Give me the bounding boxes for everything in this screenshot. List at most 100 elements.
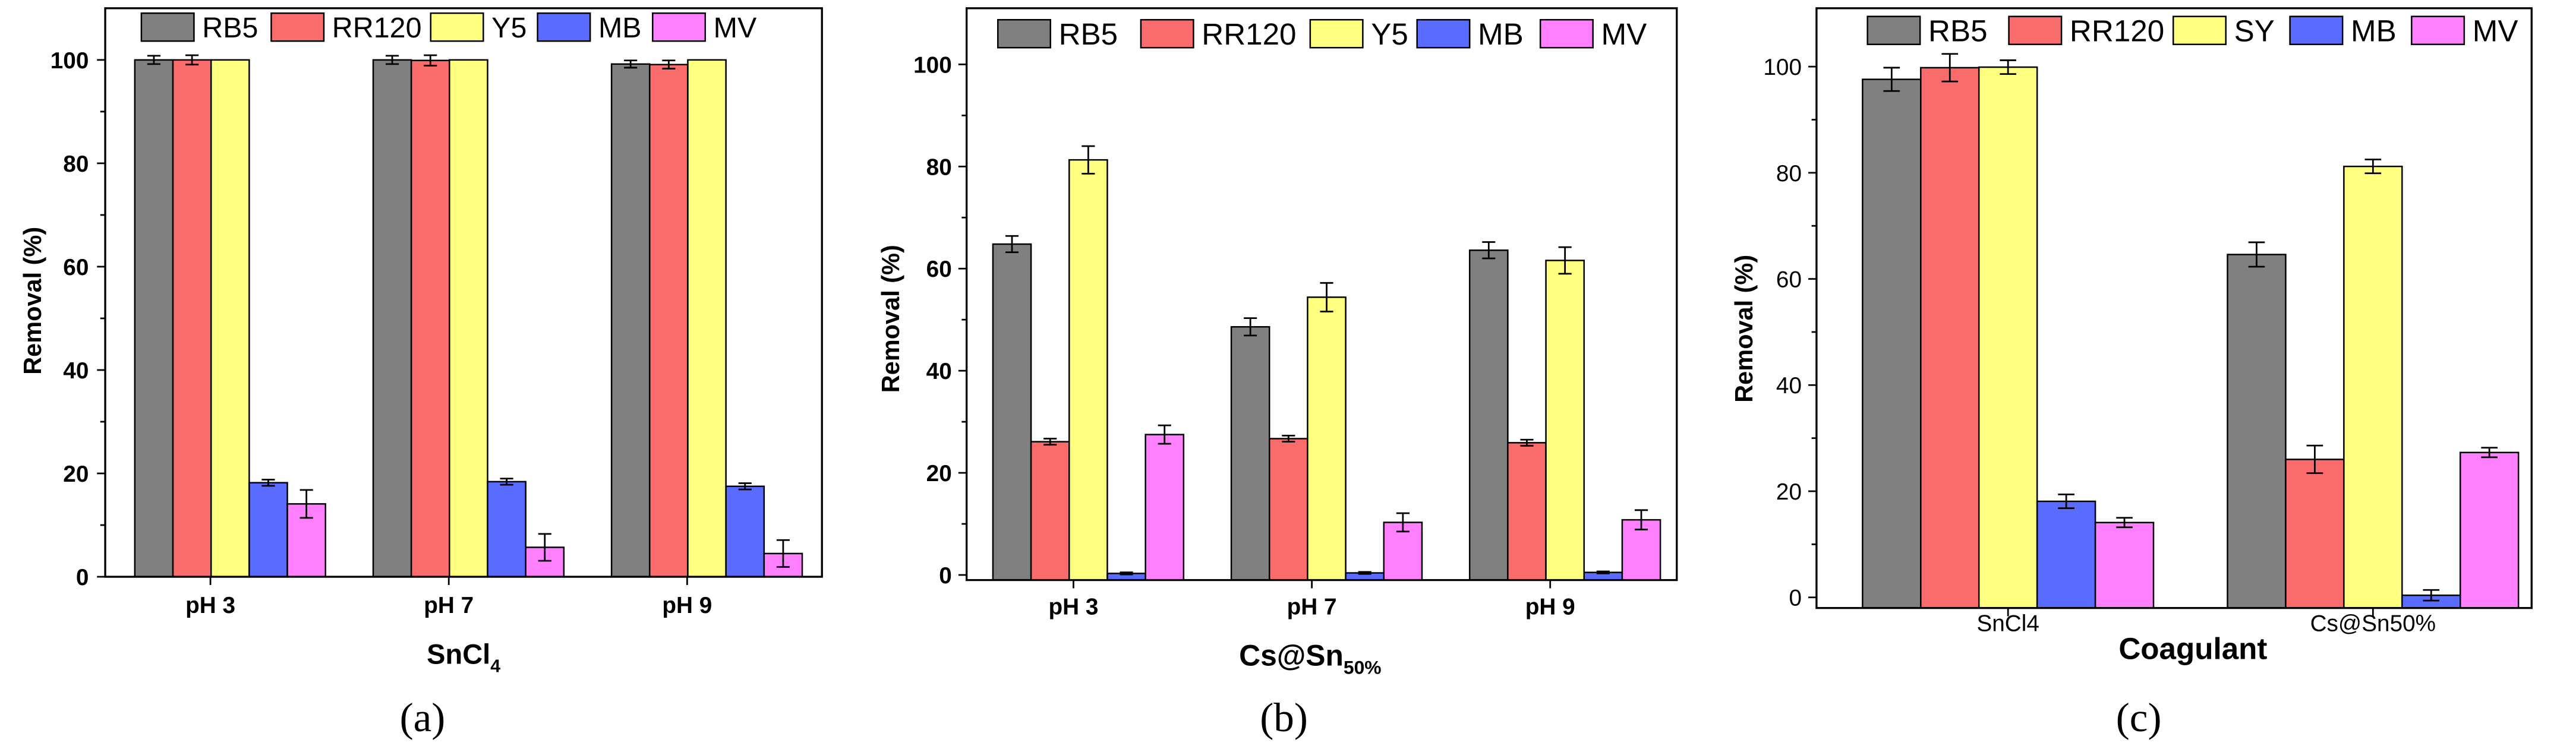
- error-bar-b-rb5-ph-7: [1244, 317, 1257, 337]
- legend-entry-a-mb: MB: [537, 12, 642, 44]
- y-tick-label-a-100: 100: [51, 48, 89, 74]
- legend-swatch-c-rr120: [2008, 15, 2063, 45]
- legend-swatch-b-rr120: [1140, 18, 1194, 49]
- legend-entry-c-rr120: RR120: [2008, 14, 2164, 48]
- error-bar-c-rb5-cs-sn50: [2248, 241, 2265, 268]
- error-bar-c-rb5-sncl4: [1883, 67, 1900, 92]
- x-tick-label-b-ph-7: pH 7: [1287, 595, 1337, 620]
- bar-b-rb5-ph-3: [992, 243, 1032, 581]
- y-tick-label-c-60: 60: [1776, 267, 1802, 293]
- error-bar-b-rb5-ph-9: [1482, 241, 1496, 260]
- error-bar-b-mb-ph-7: [1358, 571, 1371, 575]
- bar-b-mv-ph-3: [1144, 434, 1185, 581]
- panel-a: 0 20 40 60 80 100 pH 3 pH 7 pH 9 RB5 RR120 Y5 MB MV…: [18, 7, 823, 740]
- legend-entry-c-mv: MV: [2411, 14, 2518, 48]
- error-bar-b-mv-ph-9: [1634, 509, 1648, 530]
- legend-entry-b-rb5: RB5: [997, 17, 1118, 51]
- error-bar-c-rr120-sncl4: [1941, 53, 1959, 83]
- error-bar-a-rr120-ph-9: [662, 59, 676, 70]
- x-tick-label-c-cs-sn50: Cs@Sn50%: [2310, 611, 2436, 636]
- bar-b-rb5-ph-9: [1468, 249, 1509, 581]
- y-tick-label-c-80: 80: [1776, 161, 1802, 187]
- legend-label-b-mv: MV: [1601, 17, 1647, 51]
- legend-entry-c-mb: MB: [2289, 14, 2397, 48]
- bar-c-sy-cs-sn50: [2343, 165, 2403, 609]
- y-tick-label-a-0: 0: [76, 565, 89, 590]
- panel-label-a: (a): [400, 694, 446, 740]
- bar-c-rb5-sncl4: [1862, 78, 1922, 609]
- plot-frame-a: [104, 7, 823, 578]
- legend-entry-b-mv: MV: [1539, 17, 1647, 51]
- bar-b-y5-ph-7: [1307, 296, 1347, 581]
- legend-swatch-b-mb: [1416, 18, 1471, 49]
- error-bar-b-mb-ph-9: [1596, 570, 1610, 574]
- bar-c-mv-sncl4: [2094, 522, 2155, 609]
- legend-b: RB5 RR120 Y5 MB MV: [997, 17, 1647, 51]
- error-bar-a-rb5-ph-7: [386, 55, 399, 65]
- legend-label-c-sy: SY: [2234, 14, 2275, 48]
- y-tick-label-c-100: 100: [1763, 55, 1802, 80]
- legend-swatch-b-mv: [1539, 18, 1594, 49]
- legend-label-a-mv: MV: [714, 12, 757, 44]
- legend-swatch-c-mb: [2289, 15, 2344, 45]
- bar-b-rr120-ph-9: [1507, 442, 1547, 581]
- legend-entry-a-rr120: RR120: [270, 12, 422, 44]
- bar-b-rb5-ph-7: [1230, 326, 1270, 581]
- x-tick-label-a-ph-7: pH 7: [424, 593, 474, 618]
- legend-swatch-a-mv: [652, 12, 707, 42]
- legend-label-b-y5: Y5: [1371, 17, 1408, 51]
- legend-swatch-c-rb5: [1866, 15, 1921, 45]
- y-tick-label-c-0: 0: [1789, 586, 1802, 611]
- legend-label-c-rb5: RB5: [1928, 14, 1988, 48]
- bar-a-y5-ph-3: [210, 59, 250, 578]
- error-bar-c-rr120-cs-sn50: [2306, 444, 2323, 475]
- plot-frame-c: [1815, 7, 2533, 609]
- error-bar-b-rr120-ph-9: [1520, 438, 1534, 447]
- bar-a-mb-ph-7: [487, 481, 526, 578]
- bar-a-rr120-ph-3: [172, 59, 212, 578]
- bar-b-rr120-ph-7: [1268, 438, 1309, 581]
- bar-a-rb5-ph-3: [134, 59, 174, 578]
- bar-c-rr120-sncl4: [1920, 67, 1980, 609]
- x-tick-label-a-ph-3: pH 3: [185, 593, 235, 618]
- legend-label-b-rb5: RB5: [1059, 17, 1118, 51]
- legend-label-a-rb5: RB5: [202, 12, 258, 44]
- error-bar-b-rb5-ph-3: [1005, 235, 1019, 254]
- error-bar-a-mb-ph-7: [500, 478, 513, 486]
- legend-label-b-rr120: RR120: [1202, 17, 1296, 51]
- x-axis-title-c: Coagulant: [2118, 631, 2267, 665]
- legend-entry-c-rb5: RB5: [1866, 14, 1988, 48]
- legend-entry-a-mv: MV: [652, 12, 757, 44]
- error-bar-c-mv-sncl4: [2116, 517, 2133, 529]
- x-axis-title-main-b: Cs@Sn: [1239, 639, 1344, 672]
- error-bar-c-mv-cs-sn50: [2481, 447, 2498, 459]
- plot-frame-b: [966, 7, 1678, 581]
- x-axis-title-subscript-a: 4: [490, 656, 500, 677]
- error-bar-a-rb5-ph-9: [624, 59, 638, 69]
- legend-swatch-c-mv: [2411, 15, 2465, 45]
- x-axis-title-subscript-b: 50%: [1344, 656, 1382, 678]
- bars-b: [992, 159, 1661, 581]
- error-bar-a-mv-ph-7: [538, 533, 551, 562]
- legend-swatch-a-y5: [430, 12, 484, 42]
- legend-label-c-rr120: RR120: [2070, 14, 2164, 48]
- legend-label-c-mv: MV: [2473, 14, 2518, 48]
- y-tick-label-c-20: 20: [1776, 479, 1802, 505]
- error-bars-b: [1005, 145, 1648, 576]
- y-axis-title-a: Removal (%): [18, 227, 46, 375]
- error-bars-a: [147, 54, 790, 568]
- bar-a-rb5-ph-9: [610, 63, 651, 578]
- panel-label-b: (b): [1260, 694, 1308, 740]
- legend-a: RB5 RR120 Y5 MB MV: [140, 12, 757, 44]
- x-axis-title-main-a: SnCl: [427, 639, 490, 670]
- y-tick-label-a-20: 20: [63, 462, 89, 487]
- error-bars-c: [1883, 53, 2498, 602]
- error-bar-b-mv-ph-7: [1396, 512, 1410, 533]
- bar-a-mb-ph-3: [248, 482, 288, 578]
- bar-b-rr120-ph-3: [1030, 441, 1070, 581]
- bar-c-mb-sncl4: [2036, 500, 2096, 609]
- legend-entry-b-y5: Y5: [1309, 17, 1408, 51]
- bar-c-mv-cs-sn50: [2459, 451, 2520, 609]
- y-tick-label-b-0: 0: [939, 563, 952, 589]
